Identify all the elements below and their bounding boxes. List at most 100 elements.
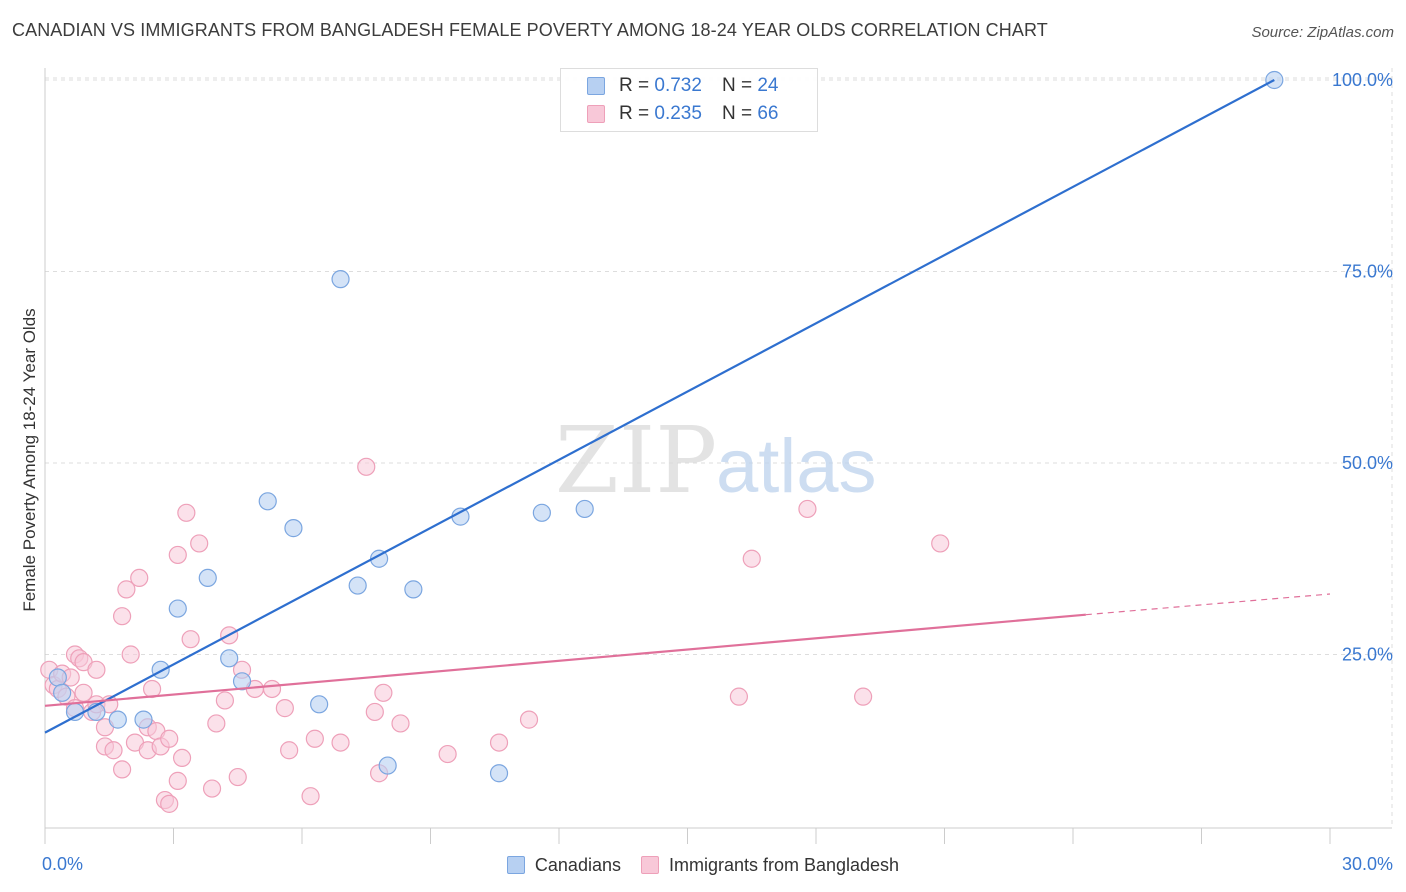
- canadians-point: [108, 710, 127, 729]
- legend-row-bangladesh: R = 0.235 N = 66: [587, 101, 778, 127]
- x-tick-label-max: 30.0%: [1342, 854, 1393, 874]
- canadians-point: [310, 695, 329, 714]
- watermark: ZIP atlas: [555, 407, 877, 514]
- y-axis-label-wrap: Female Poverty Among 18-24 Year Olds: [18, 280, 42, 640]
- bangladesh-point: [160, 794, 179, 813]
- bangladesh-point: [391, 714, 410, 733]
- series-legend-label: Canadians: [534, 854, 621, 875]
- bangladesh-point: [357, 457, 376, 476]
- canadians-point: [134, 710, 153, 729]
- bangladesh-point: [374, 683, 393, 702]
- series-swatch-pink: [640, 856, 659, 874]
- bangladesh-point: [104, 741, 123, 760]
- bangladesh-point: [112, 760, 132, 779]
- bangladesh-point: [117, 580, 136, 599]
- trend-lines: [44, 79, 1331, 734]
- canadians-point: [220, 649, 239, 668]
- canadians-point: [258, 492, 277, 511]
- bangladesh-point: [489, 733, 509, 752]
- legend-r-value-canadians: 0.732: [654, 75, 702, 96]
- canadians-point: [378, 756, 397, 775]
- canadians-point: [198, 568, 217, 588]
- bangladesh-point: [365, 702, 384, 722]
- canadians-point: [532, 503, 551, 522]
- bangladesh-point: [87, 660, 106, 679]
- series-legend-label: Immigrants from Bangladesh: [668, 854, 900, 875]
- x-tick-label-min: 0.0%: [42, 854, 83, 874]
- canadians-trend-line: [44, 79, 1275, 734]
- series-legend: Canadians Immigrants from Bangladesh: [0, 852, 1406, 878]
- source-label: Source: ZipAtlas.com: [1251, 24, 1394, 41]
- legend-r-prefix: R =: [619, 75, 650, 96]
- y-tick-label: 50.0%: [1342, 453, 1393, 473]
- bangladesh-point: [168, 545, 187, 565]
- canadians-point: [489, 764, 509, 783]
- bangladesh-point: [854, 687, 873, 706]
- bangladesh-point: [742, 549, 761, 568]
- legend-row-canadians: R = 0.732 N = 24: [587, 73, 778, 99]
- bangladesh-point: [160, 729, 179, 748]
- legend-n-prefix: N =: [721, 75, 753, 96]
- bangladesh-point: [931, 534, 950, 553]
- axes: [44, 68, 1392, 844]
- legend-r-value-bangladesh: 0.235: [654, 103, 702, 124]
- correlation-legend: R = 0.732 N = 24 R = 0.235 N = 66: [560, 68, 818, 132]
- series-swatch-blue: [506, 856, 525, 874]
- bangladesh-trend-line: [44, 613, 1086, 707]
- y-tick-label: 100.0%: [1332, 70, 1393, 90]
- bangladesh-point: [275, 699, 294, 718]
- bangladesh-point: [112, 607, 132, 626]
- canadians-point: [284, 519, 303, 538]
- series-legend-bangladesh: Immigrants from Bangladesh: [640, 854, 900, 876]
- canadians-point: [168, 599, 187, 618]
- series-legend-canadians: Canadians: [506, 854, 621, 876]
- bangladesh-point: [215, 691, 234, 710]
- tick-labels: 25.0% 50.0% 75.0% 100.0% 0.0% 30.0%: [42, 70, 1393, 874]
- canadians-point: [575, 499, 594, 519]
- bangladesh-point: [190, 534, 209, 553]
- bangladesh-point: [228, 767, 247, 787]
- y-tick-label: 75.0%: [1342, 262, 1393, 282]
- bangladesh-point: [262, 679, 282, 699]
- canadians-point: [404, 580, 423, 599]
- canadians-point: [331, 270, 350, 289]
- bangladesh-point: [305, 729, 324, 748]
- y-axis-label: Female Poverty Among 18-24 Year Olds: [20, 308, 39, 612]
- bangladesh-point: [172, 748, 192, 768]
- bangladesh-point: [177, 503, 196, 522]
- canadians-point: [48, 668, 67, 687]
- bangladesh-trend-extension: [1085, 593, 1331, 616]
- canadians-points: [48, 70, 1284, 783]
- bangladesh-point: [331, 733, 350, 752]
- legend-n-prefix: N =: [721, 103, 753, 124]
- bangladesh-point: [438, 744, 457, 764]
- legend-swatch-pink: [587, 105, 605, 123]
- bangladesh-points: [40, 457, 950, 813]
- canadians-point: [232, 672, 252, 691]
- canadians-point: [451, 507, 470, 526]
- bangladesh-point: [168, 771, 187, 790]
- bangladesh-point: [181, 630, 200, 649]
- bangladesh-point: [729, 687, 749, 706]
- bangladesh-point: [519, 710, 539, 729]
- legend-n-value-canadians: 24: [757, 75, 779, 96]
- bangladesh-point: [202, 779, 222, 798]
- bangladesh-point: [121, 645, 140, 664]
- canadians-point: [53, 683, 72, 702]
- y-tick-label: 25.0%: [1342, 645, 1393, 665]
- legend-swatch-blue: [587, 77, 605, 95]
- watermark-zip: ZIP: [555, 407, 717, 514]
- bangladesh-point: [798, 499, 817, 519]
- bangladesh-point: [130, 568, 149, 588]
- chart-title: CANADIAN VS IMMIGRANTS FROM BANGLADESH F…: [12, 20, 1048, 40]
- legend-n-value-bangladesh: 66: [757, 103, 779, 124]
- watermark-atlas: atlas: [716, 424, 877, 509]
- bangladesh-point: [301, 787, 320, 806]
- canadians-point: [348, 576, 367, 595]
- bangladesh-point: [280, 741, 299, 760]
- bangladesh-point: [207, 714, 226, 733]
- bangladesh-point: [74, 683, 93, 702]
- legend-r-prefix: R =: [619, 103, 650, 124]
- canadians-point: [151, 660, 170, 679]
